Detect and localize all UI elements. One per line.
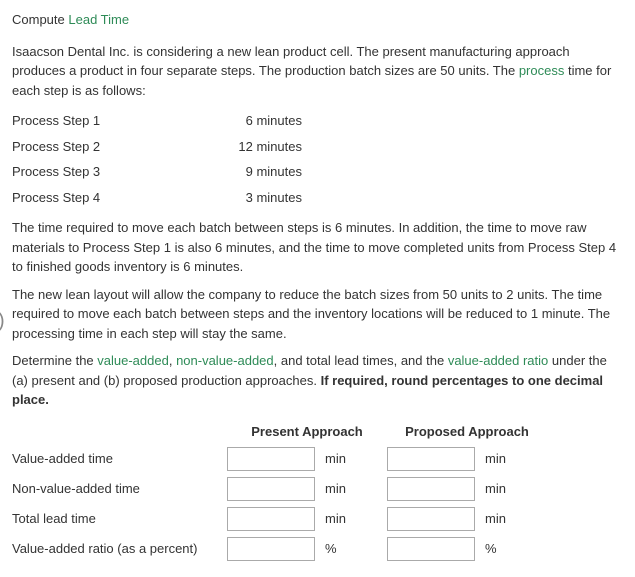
answer-row: Value-added time min min <box>12 447 623 471</box>
title-part2: Lead Time <box>68 12 129 27</box>
row-label: Total lead time <box>12 509 227 529</box>
p4-b: , <box>169 353 176 368</box>
header-proposed: Proposed Approach <box>387 422 547 442</box>
stray-paren: ) <box>0 306 5 336</box>
cell-proposed: % <box>387 537 547 561</box>
unit: min <box>485 509 506 529</box>
paragraph-4: Determine the value-added, non-value-add… <box>12 351 623 410</box>
ratio-proposed-input[interactable] <box>387 537 475 561</box>
p4-g3: value-added ratio <box>448 353 548 368</box>
step-label: Process Step 3 <box>12 162 212 182</box>
table-row: Process Step 4 3 minutes <box>12 185 623 211</box>
intro-green: process <box>519 63 565 78</box>
value-added-present-input[interactable] <box>227 447 315 471</box>
answer-row: Value-added ratio (as a percent) % % <box>12 537 623 561</box>
row-label: Value-added ratio (as a percent) <box>12 539 227 559</box>
total-lead-present-input[interactable] <box>227 507 315 531</box>
cell-proposed: min <box>387 507 547 531</box>
step-label: Process Step 2 <box>12 137 212 157</box>
intro-text-a: Isaacson Dental Inc. is considering a ne… <box>12 44 570 79</box>
step-value: 6 minutes <box>212 111 302 131</box>
step-value: 9 minutes <box>212 162 302 182</box>
p4-g1: value-added <box>97 353 169 368</box>
value-added-proposed-input[interactable] <box>387 447 475 471</box>
page-title: Compute Lead Time <box>12 10 623 30</box>
unit: min <box>325 479 346 499</box>
table-row: Process Step 3 9 minutes <box>12 159 623 185</box>
table-row: Process Step 2 12 minutes <box>12 134 623 160</box>
total-lead-proposed-input[interactable] <box>387 507 475 531</box>
p4-g2: non-value-added <box>176 353 274 368</box>
non-value-added-present-input[interactable] <box>227 477 315 501</box>
unit: min <box>485 479 506 499</box>
answer-header-row: Present Approach Proposed Approach <box>12 422 623 442</box>
non-value-added-proposed-input[interactable] <box>387 477 475 501</box>
cell-proposed: min <box>387 447 547 471</box>
unit: min <box>325 449 346 469</box>
unit: % <box>325 539 337 559</box>
p4-a: Determine the <box>12 353 97 368</box>
step-label: Process Step 4 <box>12 188 212 208</box>
paragraph-3: The new lean layout will allow the compa… <box>12 285 623 344</box>
paragraph-2: The time required to move each batch bet… <box>12 218 623 277</box>
cell-present: min <box>227 447 387 471</box>
cell-proposed: min <box>387 477 547 501</box>
process-steps-table: Process Step 1 6 minutes Process Step 2 … <box>12 108 623 210</box>
row-label: Value-added time <box>12 449 227 469</box>
unit: min <box>485 449 506 469</box>
cell-present: % <box>227 537 387 561</box>
cell-present: min <box>227 507 387 531</box>
step-label: Process Step 1 <box>12 111 212 131</box>
answer-row: Non-value-added time min min <box>12 477 623 501</box>
cell-present: min <box>227 477 387 501</box>
step-value: 3 minutes <box>212 188 302 208</box>
p4-c: , and total lead times, and the <box>274 353 448 368</box>
row-label: Non-value-added time <box>12 479 227 499</box>
unit: min <box>325 509 346 529</box>
unit: % <box>485 539 497 559</box>
header-spacer <box>12 422 227 442</box>
table-row: Process Step 1 6 minutes <box>12 108 623 134</box>
header-present: Present Approach <box>227 422 387 442</box>
title-part1: Compute <box>12 12 68 27</box>
step-value: 12 minutes <box>212 137 302 157</box>
ratio-present-input[interactable] <box>227 537 315 561</box>
intro-paragraph: Isaacson Dental Inc. is considering a ne… <box>12 42 623 101</box>
answer-row: Total lead time min min <box>12 507 623 531</box>
